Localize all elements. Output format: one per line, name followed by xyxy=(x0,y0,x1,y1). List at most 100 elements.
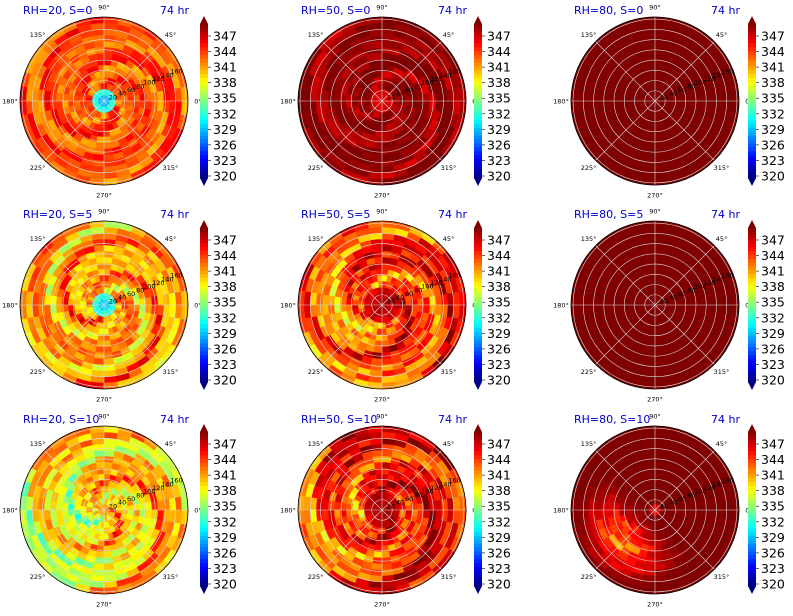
heat-cell xyxy=(44,101,51,111)
colorbar-segment xyxy=(200,278,208,282)
heat-cell xyxy=(94,358,104,365)
heat-cell xyxy=(56,510,63,518)
heat-cell xyxy=(655,364,666,371)
colorbar-segment xyxy=(474,274,482,278)
heat-cell xyxy=(441,305,448,316)
colorbar-segment xyxy=(474,517,482,521)
heat-cell xyxy=(104,462,112,469)
colorbar-segment xyxy=(748,28,756,32)
colorbar-segment xyxy=(200,501,208,505)
radial-tick-label: 160 xyxy=(448,272,460,280)
heat-cell xyxy=(714,305,721,316)
heat-cell xyxy=(708,295,715,305)
colorbar-segment xyxy=(748,109,756,113)
colorbar-segment xyxy=(748,259,756,263)
colorbar-segment xyxy=(200,39,208,43)
colorbar-segment xyxy=(200,347,208,351)
radial-tick-label: 160 xyxy=(170,68,182,76)
colorbar-segment xyxy=(200,351,208,355)
colorbar-segment xyxy=(200,170,208,174)
heat-cell xyxy=(441,90,448,101)
colorbar-segment xyxy=(748,282,756,286)
heat-cell xyxy=(163,305,170,316)
panel-title: RH=80, S=5 xyxy=(574,208,643,221)
angle-tick-label: 90° xyxy=(376,4,388,12)
angle-tick-label: 225° xyxy=(30,573,46,581)
heat-cell xyxy=(625,300,631,305)
heat-cell xyxy=(371,160,382,167)
colorbar-segment xyxy=(474,367,482,371)
radial-tick-label: 160 xyxy=(721,68,733,76)
radial-tick-label: 60 xyxy=(678,86,686,94)
colorbar-segment xyxy=(200,105,208,109)
colorbar-tick-label: 347 xyxy=(213,29,237,44)
heat-cell xyxy=(128,510,134,515)
heat-cell xyxy=(382,53,390,60)
colorbar-segment xyxy=(200,509,208,513)
radial-tick-label: 60 xyxy=(127,495,135,503)
heat-cell xyxy=(647,257,655,264)
panel-time: 74 hr xyxy=(711,4,740,17)
heat-cell xyxy=(625,96,631,101)
heat-cell xyxy=(655,160,666,167)
heat-cell xyxy=(696,305,703,313)
colorbar-extend-min xyxy=(200,382,208,390)
colorbar-tick-label: 332 xyxy=(213,106,237,121)
colorbar-segment xyxy=(748,232,756,236)
heat-cell xyxy=(96,346,104,353)
colorbar-segment xyxy=(474,363,482,367)
heat-cell xyxy=(423,93,430,101)
colorbar-tick-label: 329 xyxy=(213,122,237,137)
colorbar-tick-label: 335 xyxy=(487,91,511,106)
colorbar-segment xyxy=(200,70,208,74)
colorbar-segment xyxy=(748,340,756,344)
colorbar-tick-label: 344 xyxy=(761,44,785,59)
colorbar-segment xyxy=(748,86,756,90)
colorbar-segment xyxy=(474,355,482,359)
heat-cell xyxy=(423,305,430,313)
colorbar-segment xyxy=(474,317,482,321)
colorbar-segment xyxy=(748,63,756,67)
colorbar-segment xyxy=(200,459,208,463)
heat-cell xyxy=(708,305,715,315)
colorbar-extend-min xyxy=(474,382,482,390)
colorbar-segment xyxy=(474,513,482,517)
colorbar-segment xyxy=(200,563,208,567)
colorbar-segment xyxy=(200,267,208,271)
heat-cell xyxy=(334,297,341,305)
colorbar-tick-label: 320 xyxy=(487,373,511,388)
colorbar-segment xyxy=(200,89,208,93)
heat-cell xyxy=(374,346,382,353)
colorbar-tick-label: 326 xyxy=(213,341,237,356)
heat-cell xyxy=(93,364,104,371)
colorbar-segment xyxy=(474,455,482,459)
colorbar-segment xyxy=(200,474,208,478)
heat-cell xyxy=(441,101,448,112)
colorbar-tick-label: 332 xyxy=(213,310,237,325)
colorbar-segment xyxy=(748,78,756,82)
heat-cell xyxy=(377,534,382,540)
heat-cell xyxy=(382,142,390,149)
panel-title: RH=50, S=0 xyxy=(301,4,370,17)
colorbar-tick-label: 320 xyxy=(761,169,785,184)
colorbar-segment xyxy=(474,351,482,355)
heat-cell xyxy=(435,295,442,305)
colorbar-tick-label: 335 xyxy=(487,295,511,310)
colorbar-tick-label: 326 xyxy=(487,137,511,152)
radial-tick-label: 20 xyxy=(387,93,395,101)
colorbar-segment xyxy=(474,140,482,144)
radial-tick-label: 20 xyxy=(109,93,117,101)
heat-cell xyxy=(645,245,655,252)
colorbar-segment xyxy=(200,136,208,140)
colorbar-segment xyxy=(474,374,482,378)
colorbar-tick-label: 323 xyxy=(761,357,785,372)
heat-cell xyxy=(96,53,104,60)
colorbar-tick-label: 335 xyxy=(761,295,785,310)
colorbar-segment xyxy=(200,455,208,459)
colorbar-segment xyxy=(474,332,482,336)
colorbar-tick-label: 344 xyxy=(487,44,511,59)
colorbar-segment xyxy=(474,163,482,167)
heat-cell xyxy=(322,101,329,111)
heat-cell xyxy=(382,245,392,252)
